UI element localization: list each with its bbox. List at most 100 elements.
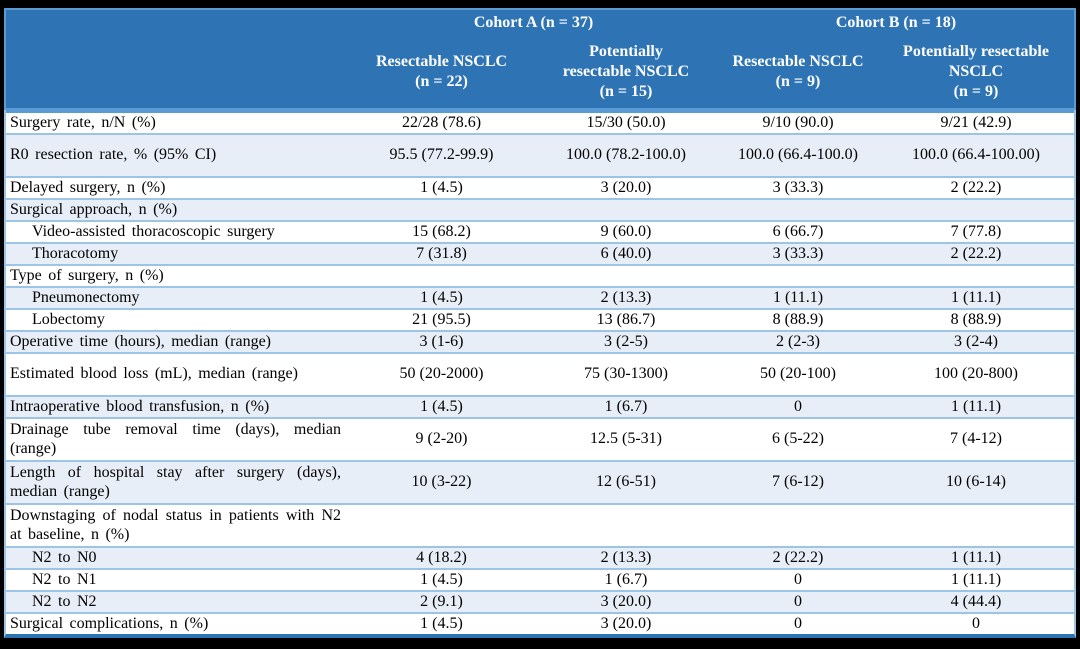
cell-value-cohort-b-potentially [878,200,1074,220]
cell-value-cohort-a-potentially: 3 (2-5) [604,332,648,350]
cohort-header-spacer [6,10,349,36]
cell-value-cohort-a-potentially: 75 (30-1300) [584,365,668,383]
cell-value-cohort-a-resectable: 3 (1-6) [419,332,464,350]
cell-value-cohort-a-resectable: 9 (2-20) [415,430,468,448]
row-label: N2 to N1 [32,570,97,588]
cell-value-cohort-a-potentially: 12.5 (5-31) [590,430,662,448]
row-label: Lobectomy [32,310,105,328]
row-label: Pneumonectomy [32,288,140,306]
cell-value-cohort-a-resectable: 21 (95.5) [412,310,471,328]
cell-value-cohort-a-resectable: 4 (18.2) [416,548,467,566]
cell-value-cohort-a-potentially [534,200,718,220]
row-label: Type of surgery, n (%) [10,266,164,284]
cell-value-cohort-b-resectable: 3 (33.3) [772,178,824,196]
cell-value-cohort-a-potentially: 9 (60.0) [600,222,652,240]
table-row: Video-assisted thoracoscopic surgery 15 … [6,219,1074,242]
column-header-spacer [6,36,349,108]
row-label: N2 to N0 [32,548,97,566]
cell-value-cohort-a-potentially: 2 (13.3) [600,548,652,566]
cohort-a-header: Cohort A (n = 37) [473,14,594,31]
cell-value-cohort-b-potentially: 4 (44.4) [950,592,1002,610]
cell-value-cohort-b-resectable: 6 (5-22) [772,430,824,448]
cell-value-cohort-b-potentially: 3 (2-4) [954,332,998,350]
cell-value-cohort-a-resectable [349,505,534,546]
cell-value-cohort-a-potentially: 3 (20.0) [600,178,652,196]
cell-value-cohort-b-potentially: 1 (11.1) [950,288,1002,306]
cell-value-cohort-b-potentially: 1 (11.1) [950,570,1002,588]
cell-value-cohort-b-resectable: 1 (11.1) [772,288,824,306]
table-row: R0 resection rate, % (95% CI) 95.5 (77.2… [6,132,1074,176]
row-label: Drainage tube removal time (days), media… [10,420,341,458]
table-row: Surgical approach, n (%) [6,197,1074,220]
cell-value-cohort-b-resectable: 100.0 (66.4-100.0) [738,146,858,164]
cell-value-cohort-b-potentially: 1 (11.1) [950,548,1002,566]
cell-value-cohort-a-resectable: 22/28 (78.6) [401,114,482,131]
cell-value-cohort-b-resectable: 3 (33.3) [772,244,824,262]
table-row: Lobectomy 21 (95.5) 13 (86.7) 8 (88.9) 8… [6,307,1074,330]
row-label: Intraoperative blood transfusion, n (%) [10,397,270,415]
cell-value-cohort-b-resectable [718,200,878,220]
surgery-outcomes-table: Cohort A (n = 37) Cohort B (n = 18) Rese… [4,8,1076,638]
cell-value-cohort-a-potentially [534,505,718,546]
table-row: Surgery rate, n/N (%) 22/28 (78.6) 15/30… [6,110,1074,133]
cell-value-cohort-b-potentially: 1 (11.1) [950,397,1002,415]
table-row: N2 to N1 1 (4.5) 1 (6.7) 0 1 (11.1) [6,567,1074,590]
cell-value-cohort-a-potentially: 6 (40.0) [600,244,652,262]
cell-value-cohort-a-resectable: 1 (4.5) [420,288,463,306]
cohort-header-row: Cohort A (n = 37) Cohort B (n = 18) [6,10,1074,36]
cell-value-cohort-b-resectable: 9/10 (90.0) [762,114,834,131]
cell-value-cohort-a-resectable: 50 (20-2000) [399,365,484,383]
cell-value-cohort-a-potentially: 2 (13.3) [600,288,652,306]
cell-value-cohort-a-resectable: 95.5 (77.2-99.9) [389,146,494,164]
cell-value-cohort-a-resectable: 15 (68.2) [412,222,471,240]
row-label: Downstaging of nodal status in patients … [10,506,341,544]
table-row: Length of hospital stay after surgery (d… [6,459,1074,503]
cell-value-cohort-b-resectable: 2 (2-3) [776,332,820,350]
cell-value-cohort-a-potentially: 13 (86.7) [596,310,656,328]
cell-value-cohort-a-potentially: 1 (6.7) [604,397,648,415]
cell-value-cohort-b-resectable: 0 [794,397,802,415]
cell-value-cohort-b-potentially: 100.0 (66.4-100.00) [912,146,1040,164]
table-row: Surgical complications, n (%) 1 (4.5) 3 … [6,611,1074,634]
column-header-resectable-a: Resectable NSCLC (n = 22) [375,53,508,90]
cell-value-cohort-b-potentially: 8 (88.9) [950,310,1002,328]
table-row: Pneumonectomy 1 (4.5) 2 (13.3) 1 (11.1) … [6,285,1074,308]
cell-value-cohort-b-resectable: 50 (20-100) [760,365,836,383]
cell-value-cohort-a-resectable: 7 (31.8) [416,244,467,262]
column-header-row: Resectable NSCLC (n = 22) Potentially re… [6,36,1074,108]
cell-value-cohort-b-resectable: 2 (22.2) [772,548,824,566]
cell-value-cohort-b-potentially: 2 (22.2) [950,244,1002,262]
column-header-resectable-b: Resectable NSCLC (n = 9) [732,53,864,90]
row-label: R0 resection rate, % (95% CI) [10,146,217,164]
cell-value-cohort-b-potentially: 7 (77.8) [950,222,1002,240]
cell-value-cohort-b-resectable: 6 (66.7) [772,222,824,240]
cell-value-cohort-b-potentially [878,266,1074,286]
table-row: Thoracotomy 7 (31.8) 6 (40.0) 3 (33.3) 2… [6,241,1074,264]
cohort-b-header: Cohort B (n = 18) [835,14,957,31]
table-row: Intraoperative blood transfusion, n (%) … [6,394,1074,417]
row-label: Operative time (hours), median (range) [10,332,272,350]
table-row: N2 to N0 4 (18.2) 2 (13.3) 2 (22.2) 1 (1… [6,545,1074,568]
cell-value-cohort-b-potentially: 7 (4-12) [950,430,1002,448]
table-header: Cohort A (n = 37) Cohort B (n = 18) Rese… [4,8,1076,110]
cell-value-cohort-b-resectable [718,266,878,286]
table-body: Surgery rate, n/N (%) 22/28 (78.6) 15/30… [4,110,1076,638]
cell-value-cohort-b-potentially: 2 (22.2) [950,178,1002,196]
row-label: Length of hospital stay after surgery (d… [10,463,341,501]
cell-value-cohort-b-resectable [718,505,878,546]
cell-value-cohort-b-potentially: 9/21 (42.9) [940,114,1012,131]
cell-value-cohort-b-resectable: 7 (6-12) [772,473,824,491]
row-label: N2 to N2 [32,592,97,610]
cell-value-cohort-b-resectable: 0 [794,614,802,632]
cell-value-cohort-a-resectable: 1 (4.5) [420,397,463,415]
row-label: Estimated blood loss (mL), median (range… [10,365,298,383]
cell-value-cohort-a-resectable [349,200,534,220]
table-row: N2 to N2 2 (9.1) 3 (20.0) 0 4 (44.4) [6,589,1074,612]
cell-value-cohort-a-potentially: 100.0 (78.2-100.0) [566,146,686,164]
table-row: Type of surgery, n (%) [6,263,1074,286]
cell-value-cohort-b-potentially: 10 (6-14) [946,473,1006,491]
column-header-potentially-b: Potentially resectable NSCLC (n = 9) [903,43,1049,100]
cell-value-cohort-b-potentially [878,505,1074,546]
cell-value-cohort-b-resectable: 0 [794,592,802,610]
